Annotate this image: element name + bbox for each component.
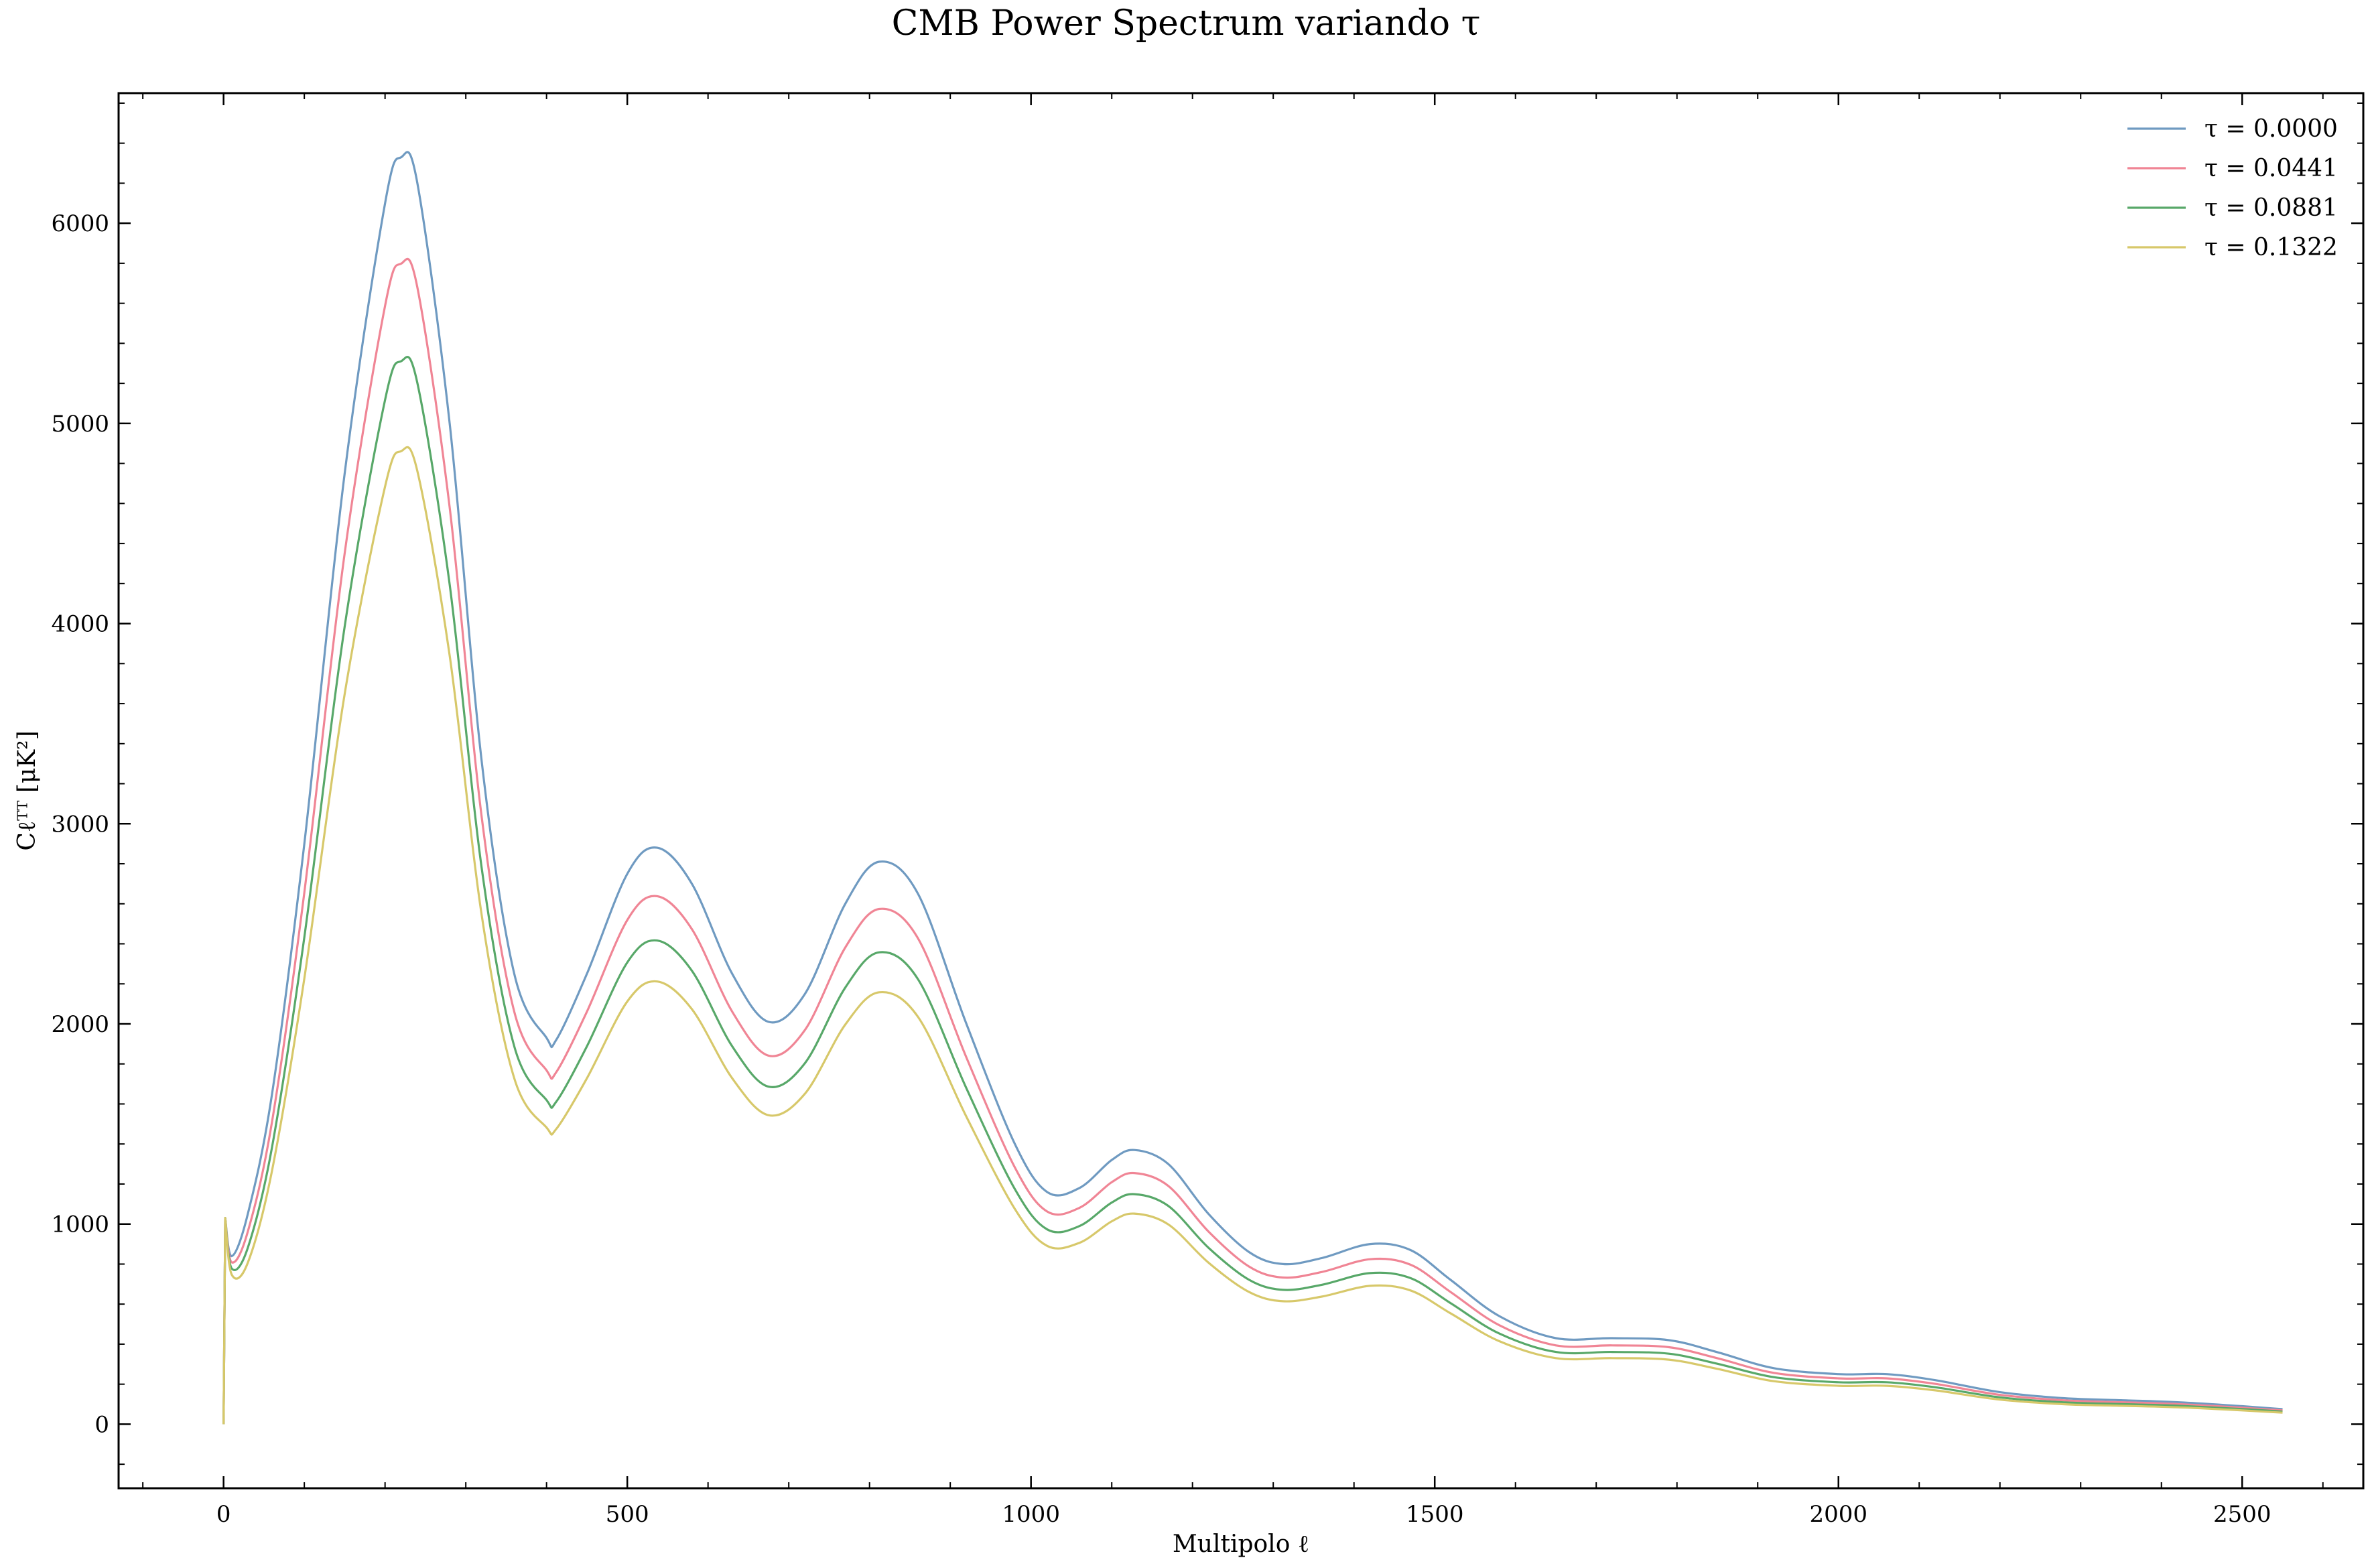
plot-area: 0 500 1000 1500 2000 2500 0 1000 2000 3000 4000 500… <box>51 92 2365 1528</box>
y-tick-label: 6000 <box>51 210 109 237</box>
x-axis-label: Multipolo ℓ <box>1173 1530 1309 1558</box>
y-axis-label: Cℓᵀᵀ [μK²] <box>13 730 41 850</box>
tick-labels: 0 500 1000 1500 2000 2500 0 1000 2000 3000 4000 500… <box>51 210 2271 1528</box>
y-tick-label: 3000 <box>51 811 109 838</box>
series-lines <box>222 151 2283 1425</box>
legend-label: τ = 0.0000 <box>2204 115 2338 143</box>
series-line <box>222 356 2283 1425</box>
x-tick-label: 2000 <box>1809 1501 1867 1528</box>
y-tick-label: 5000 <box>51 411 109 438</box>
x-tick-label: 0 <box>216 1501 231 1528</box>
y-tick-label: 2000 <box>51 1011 109 1038</box>
axis-ticks <box>119 93 2363 1488</box>
series-line <box>222 257 2283 1425</box>
legend-label: τ = 0.0881 <box>2204 194 2338 222</box>
plot-frame <box>117 92 2365 1490</box>
legend: τ = 0.0000 τ = 0.0441 τ = 0.0881 τ = 0.1322 <box>2127 115 2338 261</box>
x-tick-label: 1000 <box>1002 1501 1060 1528</box>
series-line <box>222 446 2283 1425</box>
legend-label: τ = 0.1322 <box>2204 234 2338 261</box>
y-tick-label: 0 <box>94 1411 109 1438</box>
y-tick-label: 4000 <box>51 611 109 638</box>
y-tick-label: 1000 <box>51 1212 109 1238</box>
series-line <box>222 151 2283 1425</box>
chart-title: CMB Power Spectrum variando τ <box>892 3 1481 44</box>
legend-label: τ = 0.0441 <box>2204 155 2338 182</box>
x-tick-label: 500 <box>606 1501 649 1528</box>
x-tick-label: 1500 <box>1406 1501 1464 1528</box>
x-tick-label: 2500 <box>2213 1501 2271 1528</box>
